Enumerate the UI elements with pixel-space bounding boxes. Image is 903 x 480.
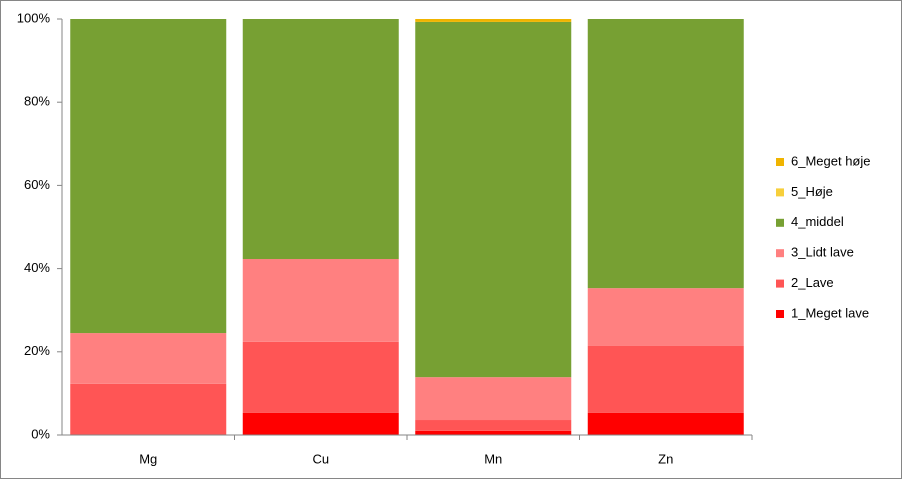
bar-segment (242, 259, 399, 342)
y-tick-label: 60% (24, 177, 50, 192)
legend-swatch (776, 158, 784, 166)
bar-segment (70, 333, 227, 384)
legend-label: 2_Lave (791, 275, 834, 290)
x-tick-label: Mg (139, 451, 157, 466)
bar-segment (587, 412, 744, 435)
legend-swatch (776, 188, 784, 197)
bar-segment (587, 288, 744, 346)
bar-segment (415, 377, 572, 421)
bar-segment (242, 412, 399, 435)
bar-segment (70, 19, 227, 334)
legend-label: 6_Meget høje (791, 153, 871, 168)
bar-segment (242, 19, 399, 260)
legend-label: 1_Meget lave (791, 305, 869, 320)
x-tick-label: Cu (312, 451, 329, 466)
bar-segment (415, 19, 572, 22)
y-tick-label: 20% (24, 343, 50, 358)
bar-segment (415, 21, 572, 378)
y-tick-label: 40% (24, 260, 50, 275)
x-tick-label: Mn (484, 451, 502, 466)
bar-segment (415, 430, 572, 435)
legend-swatch (776, 310, 784, 318)
legend-label: 5_Høje (791, 184, 833, 199)
y-tick-label: 100% (17, 10, 51, 25)
bar-segment (70, 383, 227, 435)
legend-label: 4_middel (791, 214, 844, 229)
x-tick-label: Zn (658, 451, 673, 466)
y-tick-label: 0% (31, 426, 50, 441)
y-tick-label: 80% (24, 94, 50, 109)
legend-swatch (776, 249, 784, 258)
bar-segment (587, 345, 744, 413)
legend-swatch (776, 279, 784, 288)
bar-segment (587, 19, 744, 289)
bar-segment (415, 420, 572, 431)
bar-segment (242, 341, 399, 413)
legend-label: 3_Lidt lave (791, 245, 854, 260)
legend-swatch (776, 218, 784, 227)
